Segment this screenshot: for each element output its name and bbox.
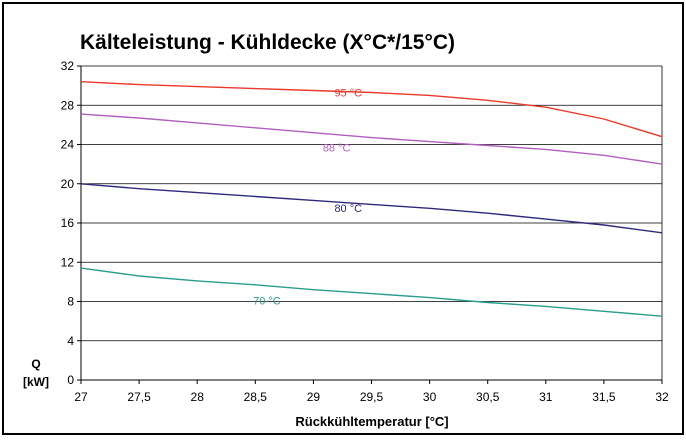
x-tick-label: 28,5 — [244, 390, 268, 404]
y-tick-label: 16 — [61, 216, 75, 230]
y-tick-label: 28 — [61, 98, 75, 112]
x-axis-label: Rückkühltemperatur [°C] — [295, 414, 448, 429]
y-axis-label-q: Q — [31, 357, 40, 371]
axes-layer: 0 4 8 12 16 20 24 28 32 27 27,5 28 28,5 29 29,5 30 30,5 3… — [61, 59, 669, 404]
x-tick-label: 27 — [74, 390, 88, 404]
x-tick-label: 30 — [423, 390, 437, 404]
y-axis-label-unit: [kW] — [23, 375, 49, 389]
y-tick-label: 20 — [61, 177, 75, 191]
series-label: 80 °C — [334, 203, 362, 215]
y-tick-label: 24 — [61, 138, 75, 152]
series-label: 70 °C — [253, 295, 281, 307]
chart-frame — [2, 2, 684, 435]
x-tick-label: 27,5 — [127, 390, 151, 404]
series-label: 88 °C — [323, 142, 351, 154]
x-tick-label: 30,5 — [476, 390, 500, 404]
y-tick-label: 32 — [61, 59, 75, 73]
y-tick-label: 8 — [67, 295, 74, 309]
x-tick-label: 29,5 — [360, 390, 384, 404]
series-line — [80, 183, 663, 234]
series-line — [80, 267, 663, 317]
x-tick-label: 29 — [307, 390, 321, 404]
x-tick-label: 32 — [655, 390, 669, 404]
y-tick-label: 12 — [61, 255, 75, 269]
series-line — [80, 81, 663, 138]
series-layer — [80, 81, 663, 317]
y-tick-label: 0 — [67, 373, 74, 387]
x-tick-label: 28 — [191, 390, 205, 404]
series-labels-layer: 95 °C 88 °C 80 °C 70 °C — [253, 87, 362, 307]
x-tick-label: 31 — [539, 390, 553, 404]
series-line — [80, 113, 663, 165]
x-tick-label: 31,5 — [592, 390, 616, 404]
chart-title: Kälteleistung - Kühldecke (X°C*/15°C) — [80, 31, 455, 54]
grid-layer — [81, 65, 663, 381]
y-tick-label: 4 — [67, 334, 74, 348]
series-label: 95 °C — [334, 87, 362, 99]
